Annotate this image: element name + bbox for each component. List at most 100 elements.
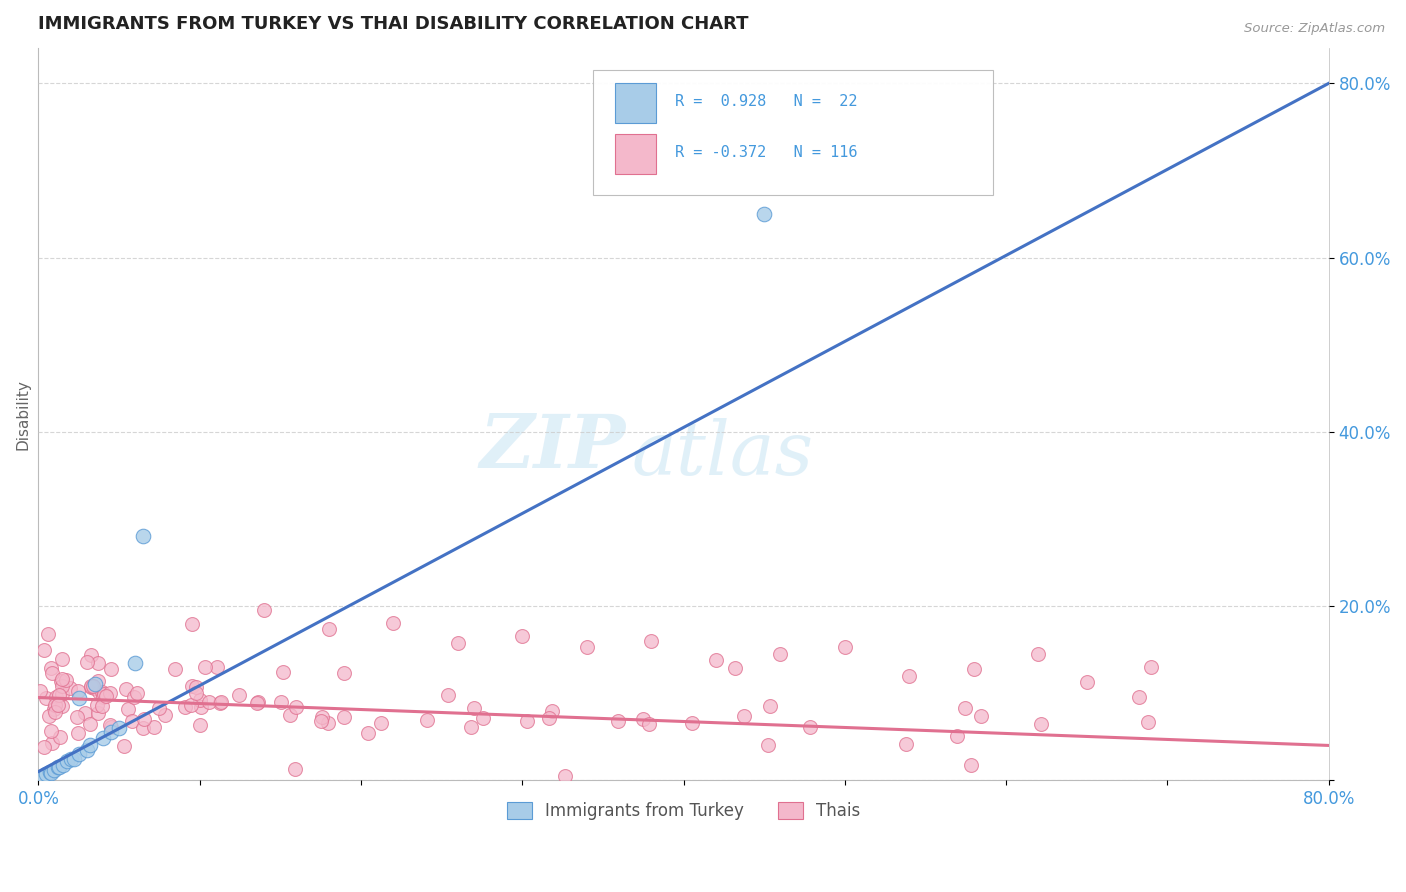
Point (1137, 715, 1160, 730)
Point (436, 688, 458, 702)
Point (953, 701, 976, 715)
Point (758, 739, 780, 753)
Point (278, 708, 301, 723)
Point (93, 687, 115, 701)
Point (30, 683, 52, 698)
Point (1028, 647, 1050, 661)
Text: R =  0.928   N =  22: R = 0.928 N = 22 (675, 94, 858, 109)
Point (51, 757, 73, 772)
Point (575, 640, 598, 654)
Point (32, 769, 55, 783)
Point (318, 623, 340, 637)
Point (44, 705, 66, 719)
Text: R = -0.372   N = 116: R = -0.372 N = 116 (675, 145, 858, 160)
Point (51, 679, 73, 693)
Point (198, 695, 221, 709)
Point (769, 647, 792, 661)
Point (180, 698, 202, 712)
Point (541, 704, 564, 718)
Point (190, 718, 212, 732)
Point (184, 680, 207, 694)
Point (447, 635, 470, 649)
Point (38, 764, 60, 779)
Point (59, 681, 82, 696)
Point (311, 714, 333, 728)
Point (1128, 690, 1150, 704)
Point (112, 739, 135, 754)
Point (51, 699, 73, 714)
Point (180, 617, 202, 632)
Point (115, 682, 138, 697)
Point (959, 757, 981, 772)
Y-axis label: Disability: Disability (15, 379, 30, 450)
Point (370, 715, 392, 730)
Point (98, 718, 121, 732)
Point (516, 714, 538, 729)
Point (194, 660, 217, 674)
Point (463, 701, 485, 715)
Point (79, 739, 101, 753)
Point (356, 726, 378, 740)
Point (86, 698, 108, 712)
Point (94, 689, 117, 703)
Point (246, 695, 269, 709)
Point (44, 698, 66, 712)
Point (332, 710, 354, 724)
Point (834, 640, 856, 655)
Point (285, 700, 308, 714)
Point (48, 688, 70, 702)
Point (1140, 660, 1163, 674)
Point (91, 731, 114, 746)
Point (188, 693, 211, 707)
Text: IMMIGRANTS FROM TURKEY VS THAI DISABILITY CORRELATION CHART: IMMIGRANTS FROM TURKEY VS THAI DISABILIT… (38, 15, 749, 33)
Point (91, 685, 114, 699)
Point (39, 724, 62, 739)
Point (65, 710, 87, 724)
FancyBboxPatch shape (616, 134, 657, 174)
Point (132, 529, 155, 543)
Point (76, 655, 98, 669)
Point (894, 737, 917, 751)
Point (153, 707, 176, 722)
Point (59, 751, 82, 765)
Point (607, 714, 630, 728)
Point (311, 710, 333, 724)
Point (165, 662, 187, 676)
FancyBboxPatch shape (593, 70, 993, 194)
Point (48, 760, 70, 774)
Point (122, 690, 145, 705)
Point (75, 706, 97, 720)
Point (180, 679, 202, 693)
Point (51, 672, 73, 686)
Point (270, 695, 292, 709)
Point (87, 706, 110, 720)
Point (67, 747, 90, 761)
Point (799, 720, 821, 734)
Text: Source: ZipAtlas.com: Source: ZipAtlas.com (1244, 22, 1385, 36)
Point (63, 751, 86, 765)
Point (416, 713, 439, 727)
Point (42, 701, 65, 715)
Point (132, 721, 155, 735)
Point (100, 662, 122, 676)
Text: atlas: atlas (631, 418, 814, 491)
Point (32, 740, 55, 755)
Point (56, 754, 79, 768)
Point (55, 673, 77, 688)
Point (1029, 716, 1052, 731)
Point (34, 691, 56, 706)
Point (208, 697, 231, 711)
Point (91, 690, 114, 704)
Point (83, 681, 105, 695)
Point (39, 766, 62, 780)
Point (125, 686, 148, 700)
Point (117, 702, 139, 716)
Legend: Immigrants from Turkey, Thais: Immigrants from Turkey, Thais (501, 796, 866, 827)
Point (554, 769, 576, 783)
Point (38, 709, 60, 723)
Point (80, 680, 103, 694)
Point (98, 686, 121, 700)
Point (637, 717, 659, 731)
Point (46, 760, 69, 774)
Point (631, 712, 654, 726)
